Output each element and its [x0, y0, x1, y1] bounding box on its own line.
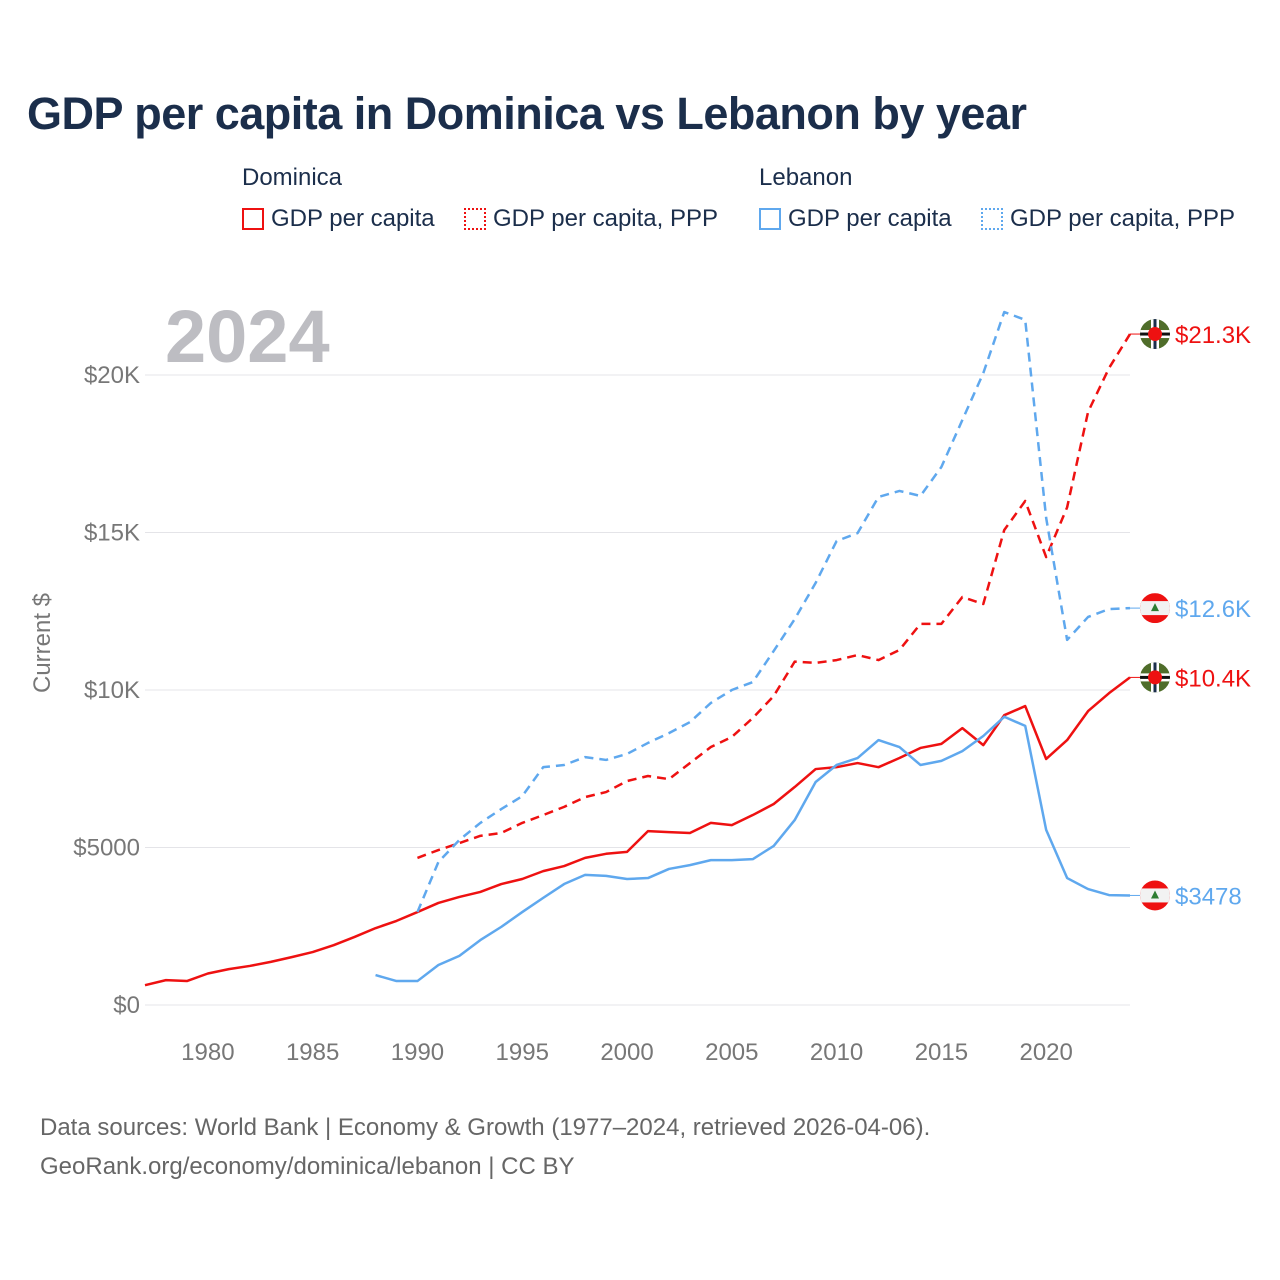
- flag-disc: [1148, 327, 1162, 342]
- end-value-label: $12.6K: [1175, 596, 1251, 623]
- legend-label: GDP per capita, PPP: [493, 205, 718, 232]
- end-value-label: $3478: [1175, 883, 1242, 910]
- lebanon-flag-icon: [1140, 880, 1170, 911]
- x-tick-label: 1980: [181, 1039, 234, 1066]
- legend-group-dominica: Dominica: [242, 164, 343, 191]
- y-tick-label: $10K: [84, 677, 140, 704]
- chart-title: GDP per capita in Dominica vs Lebanon by…: [27, 88, 1027, 139]
- y-tick-label: $15K: [84, 520, 140, 547]
- year-watermark: 2024: [165, 295, 330, 378]
- series-line-lebanon-gdp-per-capita: [375, 715, 1131, 983]
- legend-swatch-dotted-blue: [981, 208, 1003, 230]
- x-tick-label: 1995: [496, 1039, 549, 1066]
- legend-swatch-solid-blue: [759, 208, 781, 230]
- x-tick-label: 2015: [915, 1039, 968, 1066]
- legend-dominica-gdp[interactable]: GDP per capita: [242, 205, 435, 233]
- x-tick-label: 1990: [391, 1039, 444, 1066]
- cedar-icon: [1151, 603, 1159, 612]
- y-tick-label: $0: [113, 992, 140, 1019]
- x-tick-label: 1985: [286, 1039, 339, 1066]
- flag-body: [1140, 880, 1170, 911]
- legend-group-lebanon: Lebanon: [759, 164, 853, 191]
- legend-lebanon-ppp[interactable]: GDP per capita, PPP: [981, 205, 1235, 233]
- legend-swatch-solid-red: [242, 208, 264, 230]
- legend-swatch-dotted-red: [464, 208, 486, 230]
- legend-label: GDP per capita: [271, 205, 435, 232]
- legend-label: GDP per capita, PPP: [1010, 205, 1235, 232]
- series-line-dominica-gdp-per-capita: [144, 676, 1131, 987]
- flag-body: [1140, 319, 1170, 350]
- legend-dominica-ppp[interactable]: GDP per capita, PPP: [464, 205, 718, 233]
- series-line-dominica-gdp-per-capita-ppp: [417, 333, 1132, 860]
- flag-body: [1140, 593, 1170, 624]
- dominica-flag-icon: [1140, 662, 1170, 693]
- end-value-label: $10.4K: [1175, 665, 1251, 692]
- x-tick-label: 2005: [705, 1039, 758, 1066]
- y-tick-label: $5000: [73, 835, 140, 862]
- x-tick-label: 2010: [810, 1039, 863, 1066]
- x-tick-label: 2020: [1019, 1039, 1072, 1066]
- x-tick-label: 2000: [600, 1039, 653, 1066]
- legend-lebanon-gdp[interactable]: GDP per capita: [759, 205, 952, 233]
- cedar-icon: [1151, 890, 1159, 899]
- y-axis-label: Current $: [29, 593, 56, 693]
- dominica-flag-icon: [1140, 319, 1170, 350]
- source-line-2[interactable]: GeoRank.org/economy/dominica/lebanon | C…: [40, 1153, 575, 1180]
- source-line-1: Data sources: World Bank | Economy & Gro…: [40, 1114, 931, 1141]
- end-value-label: $21.3K: [1175, 322, 1251, 349]
- line-chart: 2024 Current $ $0 $5000 $10K $15K $20K 1980 19…: [29, 295, 1251, 1066]
- source-note: Data sources: World Bank | Economy & Gro…: [40, 1108, 930, 1186]
- series-line-lebanon-gdp-per-capita-ppp: [416, 310, 1131, 913]
- flag-body: [1140, 662, 1170, 693]
- flag-disc: [1148, 670, 1162, 685]
- y-tick-label: $20K: [84, 362, 140, 389]
- legend-label: GDP per capita: [788, 205, 952, 232]
- lebanon-flag-icon: [1140, 593, 1170, 624]
